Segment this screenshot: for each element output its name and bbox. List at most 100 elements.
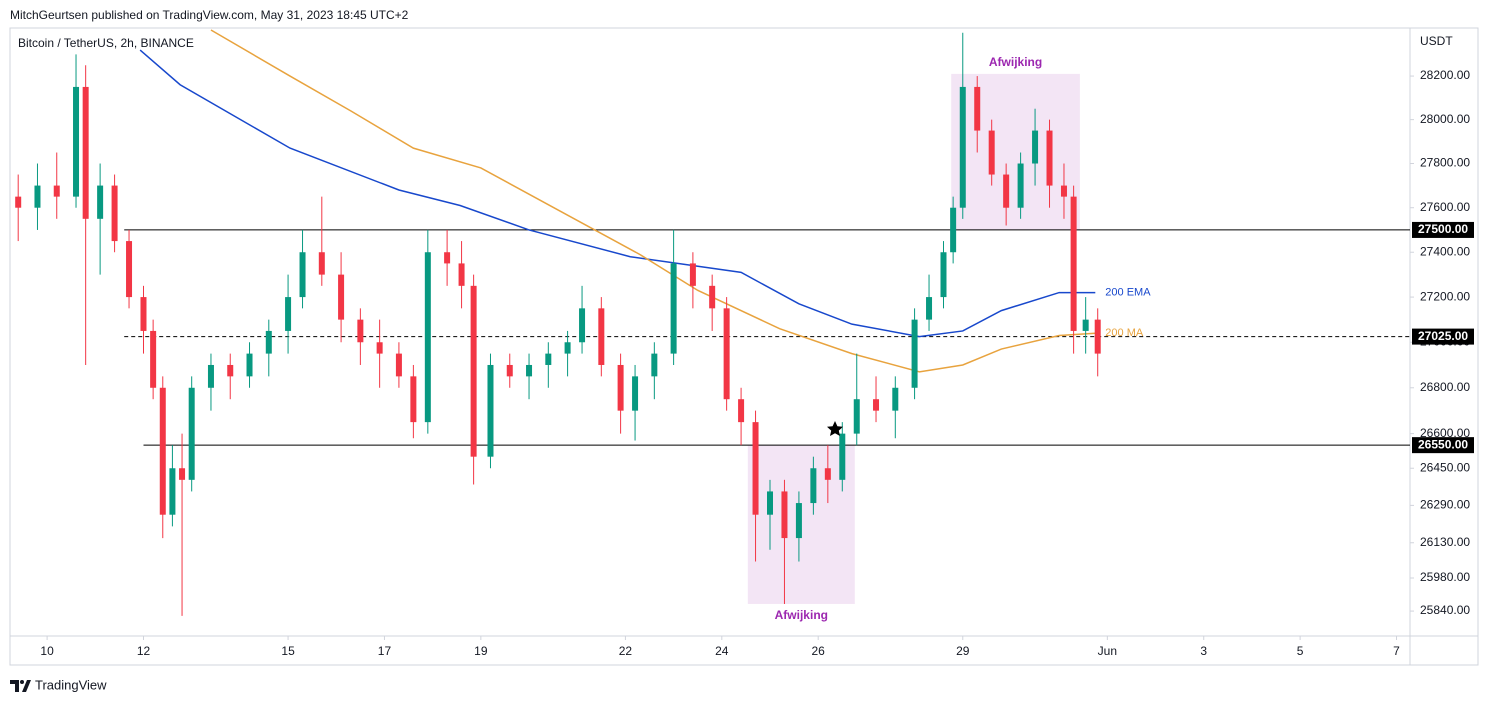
candle-body: [839, 433, 846, 480]
candle-body: [97, 185, 104, 219]
tradingview-logo: [10, 680, 31, 692]
x-tick-label: 22: [619, 644, 633, 658]
level-label: 26550.00: [1418, 437, 1468, 451]
y-tick-label: 25980.00: [1420, 570, 1470, 584]
candle-body: [926, 297, 933, 320]
candle-body: [1032, 130, 1039, 164]
candle-body: [179, 468, 186, 480]
candle-body: [410, 376, 417, 423]
x-tick-label: 7: [1393, 644, 1400, 658]
candle-body: [824, 468, 831, 480]
y-tick-label: 26800.00: [1420, 380, 1470, 394]
candle-body: [1082, 319, 1089, 331]
candle-body: [1094, 319, 1101, 354]
candle-body: [767, 491, 773, 515]
candle-body: [598, 308, 605, 365]
y-tick-label: 27800.00: [1420, 156, 1470, 170]
candle-body: [810, 468, 817, 504]
deviation-label: Afwijking: [775, 608, 828, 622]
x-tick-label: 10: [40, 644, 54, 658]
candle-body: [526, 364, 533, 377]
candle-body: [670, 263, 677, 354]
star-marker: [827, 421, 843, 436]
x-tick-label: 3: [1200, 644, 1207, 658]
chart-title: Bitcoin / TetherUS, 2h, BINANCE: [18, 36, 194, 50]
x-tick-label: 5: [1297, 644, 1304, 658]
candle-body: [723, 308, 730, 400]
level-label-bg: [1412, 221, 1474, 238]
candle-body: [940, 252, 947, 298]
candle-body: [564, 342, 571, 354]
x-tick-label: 12: [137, 644, 151, 658]
candle-body: [579, 308, 586, 343]
y-tick-label: 27200.00: [1420, 289, 1470, 303]
level-label: 27025.00: [1418, 329, 1468, 343]
candle-body: [959, 86, 966, 208]
candle-body: [265, 330, 272, 354]
x-tick-label: 29: [956, 644, 970, 658]
candle-body: [227, 364, 234, 377]
level-label-bg: [1412, 328, 1474, 345]
candle-body: [1070, 196, 1077, 331]
chart-frame: [9, 27, 1479, 666]
candle-body: [458, 263, 465, 286]
candle-body: [395, 353, 402, 377]
candle-body: [709, 285, 716, 309]
candle-body: [444, 252, 451, 264]
candle-body: [470, 285, 477, 457]
publisher: MitchGeurtsen published on TradingView.c…: [10, 8, 409, 22]
plot: [15, 29, 1410, 616]
candle-body: [617, 364, 624, 411]
x-tick-label: Jun: [1098, 644, 1117, 658]
y-tick-label: 25840.00: [1420, 603, 1470, 617]
candle-body: [338, 274, 345, 320]
y-tick-label: 27400.00: [1420, 244, 1470, 258]
level-label-bg: [1412, 437, 1474, 454]
candle-body: [150, 330, 157, 388]
candle-body: [299, 252, 306, 298]
candle-body: [82, 86, 89, 219]
candle-body: [424, 252, 431, 423]
candle-body: [689, 263, 696, 286]
candle-body: [632, 376, 639, 411]
candle-body: [15, 196, 22, 208]
axes: 28200.00 28000.00 27800.00 27600.00 27400.00…: [40, 55, 1474, 658]
candle-body: [1046, 130, 1053, 186]
y-tick-label: 26450.00: [1420, 460, 1470, 474]
candle-body: [246, 353, 253, 377]
candle-body: [892, 387, 899, 411]
candle-body: [950, 207, 957, 253]
candle-body: [911, 319, 918, 388]
candle-body: [738, 399, 745, 423]
y-tick-label: 26600.00: [1420, 426, 1470, 440]
candle-body: [1017, 163, 1024, 208]
candle-body: [781, 491, 788, 539]
candle-body: [853, 399, 860, 434]
candle-body: [126, 241, 133, 298]
x-tick-label: 24: [715, 644, 729, 658]
candle-body: [795, 503, 802, 539]
candle-body: [318, 252, 325, 275]
y-tick-label: 27600.00: [1420, 200, 1470, 214]
moving-average-line: [210, 29, 1096, 373]
candle-body: [545, 353, 552, 365]
candle-body: [285, 297, 292, 331]
y-tick-label: 28200.00: [1420, 68, 1470, 82]
y-axis-label: USDT: [1420, 34, 1453, 48]
candle-body: [506, 364, 513, 377]
y-tick-label: 28000.00: [1420, 112, 1470, 126]
candle-body: [140, 297, 147, 331]
x-tick-label: 26: [812, 644, 826, 658]
candle-body: [169, 468, 176, 515]
x-tick-label: 17: [378, 644, 392, 658]
level-label: 27500.00: [1418, 222, 1468, 236]
candle-body: [376, 342, 383, 354]
candle-body: [188, 387, 195, 480]
candle-body: [988, 130, 995, 175]
y-tick-label: 26130.00: [1420, 535, 1470, 549]
candle-body: [1060, 185, 1067, 197]
deviation-label: Afwijking: [989, 55, 1042, 69]
deviation-box: [951, 73, 1080, 230]
candle-body: [752, 422, 759, 515]
